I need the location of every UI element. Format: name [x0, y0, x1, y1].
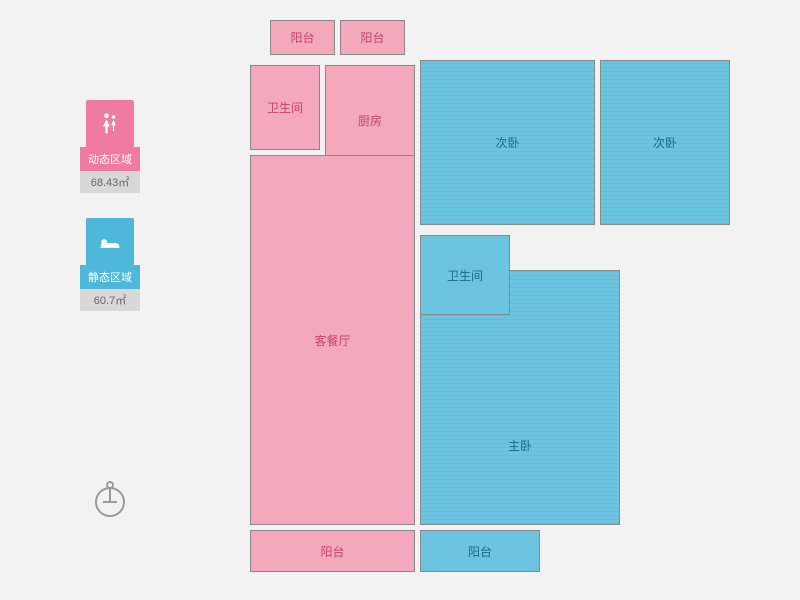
legend-static-value: 60.7㎡	[80, 289, 140, 311]
room-label-bathroom2: 卫生间	[447, 267, 483, 284]
room-label-living: 客餐厅	[314, 332, 350, 349]
room-label-bathroom1: 卫生间	[267, 99, 303, 116]
legend-static-label: 静态区域	[80, 265, 140, 289]
people-icon	[86, 100, 134, 148]
room-label-bedroom1: 次卧	[495, 134, 519, 151]
room-label-balcony1: 阳台	[290, 29, 314, 46]
legend-dynamic-value: 68.43㎡	[80, 171, 140, 193]
room-label-balcony4: 阳台	[468, 543, 492, 560]
room-label-bedroom2: 次卧	[653, 134, 677, 151]
room-label-balcony2: 阳台	[360, 29, 384, 46]
room-label-master: 主卧	[508, 437, 532, 454]
legend: 动态区域 68.43㎡ 静态区域 60.7㎡	[80, 100, 140, 336]
room-balcony2: 阳台	[340, 20, 405, 55]
compass-icon	[90, 480, 130, 520]
room-balcony1: 阳台	[270, 20, 335, 55]
room-balcony4: 阳台	[420, 530, 540, 572]
room-living: 客餐厅	[250, 155, 415, 525]
room-label-balcony3: 阳台	[320, 543, 344, 560]
room-label-kitchen: 厨房	[358, 112, 382, 129]
room-bathroom2: 卫生间	[420, 235, 510, 315]
room-balcony3: 阳台	[250, 530, 415, 572]
legend-dynamic-label: 动态区域	[80, 147, 140, 171]
room-bathroom1: 卫生间	[250, 65, 320, 150]
sleep-icon	[86, 218, 134, 266]
legend-item-static: 静态区域 60.7㎡	[80, 218, 140, 311]
room-bedroom1: 次卧	[420, 60, 595, 225]
legend-item-dynamic: 动态区域 68.43㎡	[80, 100, 140, 193]
floorplan: 阳台阳台卫生间厨房次卧次卧客餐厅卫生间主卧阳台阳台	[200, 20, 740, 580]
room-bedroom2: 次卧	[600, 60, 730, 225]
